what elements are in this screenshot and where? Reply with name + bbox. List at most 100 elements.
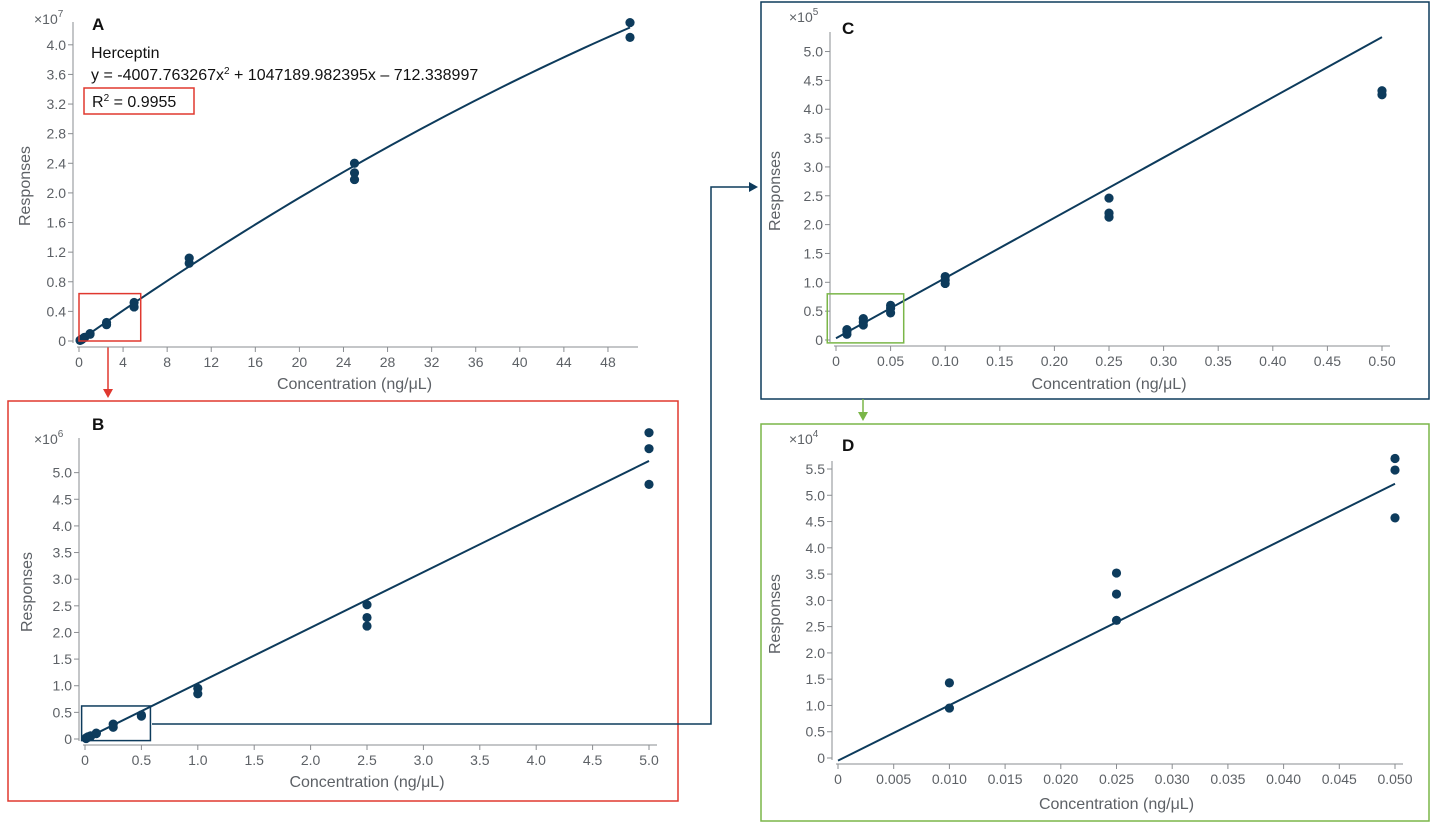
y-tick-label: 0.5 (804, 303, 824, 319)
zoom-region-box (78, 292, 142, 342)
y-tick-label: 3.0 (804, 159, 824, 175)
data-point (1377, 86, 1387, 96)
y-tick-label: 4.0 (806, 540, 826, 556)
y-tick-label: 3.5 (806, 566, 826, 582)
data-point (362, 612, 372, 623)
y-tick-label: 1.5 (804, 245, 824, 261)
y-tick-label: 3.0 (53, 571, 73, 587)
panel-d-frame (760, 423, 1430, 822)
x-tick-label: 48 (600, 354, 616, 370)
x-tick-label: 3.5 (470, 752, 490, 768)
chart-panel-c: 0 0.05 0.10 0.15 0.20 0.25 0.30 0.35 0.40 0.45 0.5… (767, 7, 1396, 393)
zoom-region-box (826, 293, 905, 344)
chart-panel-a: 0 4 8 12 16 20 24 28 32 36 40 44 4800.40.81.21.62.02… (17, 9, 638, 393)
y-axis-title: Responses (767, 574, 784, 654)
y-tick-label: 2.0 (806, 645, 826, 661)
y-tick-label: 2.8 (47, 126, 67, 142)
data-point (349, 174, 360, 185)
x-tick-label: 4.0 (526, 752, 546, 768)
x-tick-label: 44 (556, 354, 572, 370)
y-tick-label: 5.0 (806, 487, 826, 503)
data-point (644, 444, 654, 454)
x-tick-label: 0.20 (1041, 353, 1068, 369)
data-point (944, 703, 955, 713)
x-axis-title: Concentration (ng/μL) (1031, 376, 1186, 393)
x-tick-label: 0.010 (932, 771, 967, 787)
x-tick-label: 28 (380, 354, 396, 370)
x-tick-label: 16 (248, 354, 264, 370)
x-tick-label: 4.5 (583, 752, 603, 768)
zoom-region-box (80, 705, 152, 742)
x-tick-label: 0.035 (1210, 771, 1245, 787)
data-point (108, 719, 118, 729)
data-point (85, 328, 95, 339)
y-tick-label: 1.0 (806, 697, 826, 713)
arrowhead-a-to-b (103, 389, 113, 398)
x-tick-label: 0.015 (988, 771, 1023, 787)
y-tick-label: 1.2 (47, 244, 67, 260)
axis-multiplier: ×107 (34, 9, 64, 27)
y-tick-label: 4.0 (53, 518, 73, 534)
x-tick-label: 0.045 (1322, 771, 1357, 787)
y-tick-label: 3.6 (47, 66, 67, 82)
x-tick-label: 0 (834, 771, 842, 787)
y-tick-label: 0 (58, 333, 66, 349)
x-tick-label: 0.5 (132, 752, 152, 768)
x-tick-label: 5.0 (639, 752, 659, 768)
panel-c-frame (760, 1, 1430, 400)
data-point (349, 168, 360, 178)
chart-panel-d: 0 0.005 0.010 0.015 0.020 0.025 0.030 0.035 0.04… (767, 429, 1413, 813)
x-tick-label: 0.10 (932, 353, 959, 369)
data-point (886, 300, 896, 310)
fit-equation: y = -4007.763267x2 + 1047189.982395x – 7… (91, 66, 478, 84)
y-tick-label: 0.8 (47, 274, 67, 290)
data-point (940, 271, 950, 282)
y-tick-label: 3.5 (804, 130, 824, 146)
x-tick-label: 3.0 (414, 752, 434, 768)
data-point (362, 621, 372, 631)
panel-label-a: A (92, 15, 104, 34)
data-point (944, 678, 955, 688)
data-point (1390, 453, 1400, 464)
y-axis-title: Responses (767, 151, 784, 231)
y-tick-label: 2.4 (47, 155, 67, 171)
x-tick-label: 0.40 (1259, 353, 1286, 369)
x-tick-label: 1.0 (188, 752, 208, 768)
x-tick-label: 12 (203, 354, 219, 370)
x-tick-label: 24 (336, 354, 352, 370)
axis-multiplier: ×106 (34, 429, 64, 447)
y-tick-label: 4.5 (53, 491, 73, 507)
data-point (1111, 615, 1122, 625)
data-point (129, 297, 139, 308)
connector-arrow-b-to-c (152, 186, 750, 725)
panel-label-d: D (842, 436, 854, 455)
x-tick-label: 2.5 (357, 752, 377, 768)
y-tick-label: 4.5 (804, 72, 824, 88)
x-tick-label: 8 (163, 354, 171, 370)
data-point (349, 158, 360, 168)
y-tick-label: 1.0 (804, 274, 824, 290)
y-tick-label: 1.5 (806, 671, 826, 687)
y-tick-label: 1.6 (47, 215, 67, 231)
y-tick-label: 5.5 (806, 461, 826, 477)
y-tick-label: 0.5 (53, 704, 73, 720)
x-axis-title: Concentration (ng/μL) (1039, 796, 1194, 813)
panel-label-c: C (842, 19, 854, 38)
chart-panel-b: 0 0.5 1.0 1.5 2.0 2.5 3.0 3.5 4.0 4.5 5.0 0 0.5 1.0 1.… (19, 415, 659, 791)
x-tick-label: 0.030 (1155, 771, 1190, 787)
data-point (1104, 193, 1114, 203)
x-axis-title: Concentration (ng/μL) (277, 376, 432, 393)
x-tick-label: 20 (292, 354, 308, 370)
y-tick-label: 0 (817, 750, 825, 766)
y-tick-label: 3.0 (806, 592, 826, 608)
y-tick-label: 2.5 (804, 188, 824, 204)
r-squared-label: R2 = 0.9955 (92, 93, 176, 111)
x-tick-label: 0 (75, 354, 83, 370)
y-tick-label: 2.5 (53, 598, 73, 614)
x-tick-label: 0.050 (1377, 771, 1412, 787)
data-point (184, 253, 194, 263)
y-tick-label: 2.0 (804, 217, 824, 233)
data-point (136, 711, 146, 721)
data-point (644, 479, 654, 489)
